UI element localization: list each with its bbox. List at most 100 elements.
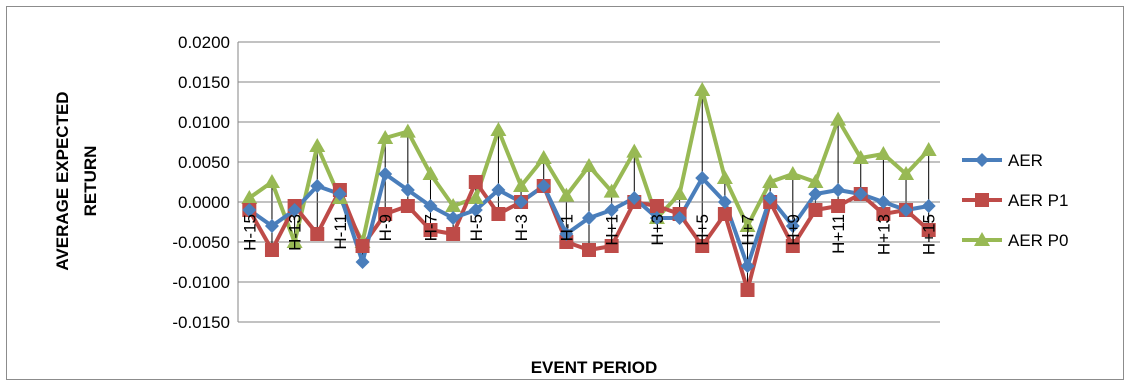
data-point xyxy=(332,187,347,201)
data-point xyxy=(921,223,936,237)
data-point xyxy=(558,187,575,202)
series-markers xyxy=(241,82,937,297)
x-tick-label: H-9 xyxy=(376,214,395,241)
data-point xyxy=(423,199,438,213)
y-tick-label: -0.0050 xyxy=(172,233,230,252)
data-point xyxy=(808,187,823,201)
data-point xyxy=(263,174,280,188)
x-tick-label: H-5 xyxy=(467,214,486,241)
data-point xyxy=(535,150,552,164)
legend-label: AER P0 xyxy=(1008,231,1068,250)
data-point xyxy=(807,174,824,188)
data-point xyxy=(876,207,891,221)
y-axis-title-line-2: RETURN xyxy=(81,146,100,217)
data-point xyxy=(649,211,664,225)
data-point xyxy=(785,219,800,233)
data-point xyxy=(604,239,619,253)
data-point xyxy=(400,183,415,197)
x-axis-tick-labels: H-15 H-13 H-11 H-9 H-7 H-5 H-3 H-1 H+1 H+3 H+5 H+7 H… xyxy=(240,214,938,255)
x-tick-label: H+9 xyxy=(784,214,803,246)
data-point xyxy=(264,243,279,257)
data-point xyxy=(423,223,438,237)
data-point xyxy=(355,255,370,269)
data-point xyxy=(400,199,415,213)
y-tick-label: -0.0150 xyxy=(172,313,230,332)
data-point xyxy=(899,203,914,217)
data-point xyxy=(559,235,574,249)
data-point xyxy=(582,211,596,225)
y-tick-label: 0.0100 xyxy=(178,113,230,132)
data-point xyxy=(831,199,846,213)
x-tick-label: H-3 xyxy=(512,214,531,241)
x-tick-label: H-15 xyxy=(240,214,259,251)
data-point xyxy=(468,203,483,217)
data-point xyxy=(717,195,732,209)
data-point xyxy=(536,179,551,193)
data-point xyxy=(671,186,688,200)
data-point xyxy=(445,198,462,212)
data-point xyxy=(830,111,847,126)
legend-label: AER P1 xyxy=(1008,191,1068,210)
data-point xyxy=(513,178,530,192)
data-point xyxy=(898,166,915,180)
data-point xyxy=(717,207,732,221)
data-point xyxy=(467,190,484,204)
data-point xyxy=(241,190,258,204)
data-point xyxy=(264,219,279,233)
legend-label: AER xyxy=(1008,151,1043,170)
x-tick-label: H+1 xyxy=(603,214,622,246)
x-axis-title: EVENT PERIOD xyxy=(531,358,658,377)
data-point xyxy=(672,211,687,225)
data-point xyxy=(559,227,574,241)
legend: AER AER P1 AER P0 xyxy=(962,151,1068,250)
y-tick-label: 0.0150 xyxy=(178,73,230,92)
data-point xyxy=(763,191,778,205)
x-tick-label: H+11 xyxy=(829,214,848,254)
data-point xyxy=(581,158,597,172)
data-point xyxy=(716,170,733,184)
y-tick-label: -0.0100 xyxy=(172,273,230,292)
x-tick-label: H+3 xyxy=(648,214,667,246)
y-tick-label: 0.0050 xyxy=(178,153,230,172)
data-point xyxy=(852,150,869,164)
data-point xyxy=(286,234,303,248)
data-point xyxy=(603,183,620,198)
y-tick-label: 0.0000 xyxy=(178,193,230,212)
data-point xyxy=(649,199,664,213)
data-point xyxy=(310,227,325,241)
data-point xyxy=(604,203,619,217)
data-point xyxy=(242,203,257,217)
data-point xyxy=(831,183,846,197)
data-point xyxy=(491,183,506,197)
y-axis-title-line-1: AVERAGE EXPECTED xyxy=(53,91,72,270)
data-point xyxy=(740,283,755,297)
data-point xyxy=(355,239,370,253)
data-point xyxy=(808,203,823,217)
x-tick-label: H-13 xyxy=(286,214,305,251)
data-point xyxy=(377,130,394,144)
data-point xyxy=(876,195,891,209)
data-point xyxy=(287,203,302,217)
data-point xyxy=(378,207,393,221)
data-point xyxy=(399,123,416,138)
axes xyxy=(237,42,940,322)
legend-marker xyxy=(975,153,989,167)
x-tick-label: H+5 xyxy=(693,214,712,246)
data-point xyxy=(310,179,325,193)
y-axis-tick-labels: 0.0200 0.0150 0.0100 0.0050 0.0000 -0.0050 -0.… xyxy=(172,33,230,332)
data-point xyxy=(921,199,936,213)
x-tick-label: H+7 xyxy=(739,214,758,246)
data-point xyxy=(784,166,801,180)
x-tick-label: H-11 xyxy=(331,214,350,250)
data-point xyxy=(740,259,755,273)
data-point xyxy=(627,191,642,205)
x-tick-label: H+15 xyxy=(920,214,939,255)
data-point xyxy=(514,195,529,209)
x-tick-label: H-1 xyxy=(557,214,576,241)
data-point xyxy=(490,122,507,136)
legend-marker xyxy=(974,232,990,246)
data-point xyxy=(446,227,461,241)
data-point xyxy=(875,146,892,160)
data-point xyxy=(694,82,711,96)
